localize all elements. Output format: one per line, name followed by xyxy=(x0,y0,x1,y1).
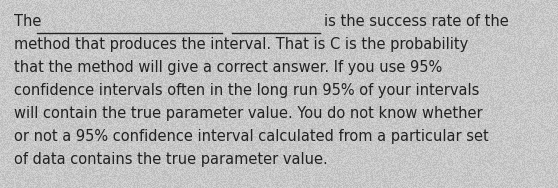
Text: of data contains the true parameter value.: of data contains the true parameter valu… xyxy=(14,152,328,167)
Text: will contain the true parameter value. You do not know whether: will contain the true parameter value. Y… xyxy=(14,106,483,121)
Text: that the method will give a correct answer. If you use 95%: that the method will give a correct answ… xyxy=(14,60,442,75)
Text: The: The xyxy=(14,14,46,29)
Text: is the success rate of the: is the success rate of the xyxy=(324,14,509,29)
Text: method that produces the interval. That is C is the probability: method that produces the interval. That … xyxy=(14,37,468,52)
Text: or not a 95% confidence interval calculated from a particular set: or not a 95% confidence interval calcula… xyxy=(14,129,489,144)
Text: confidence intervals often in the long run 95% of your intervals: confidence intervals often in the long r… xyxy=(14,83,479,98)
